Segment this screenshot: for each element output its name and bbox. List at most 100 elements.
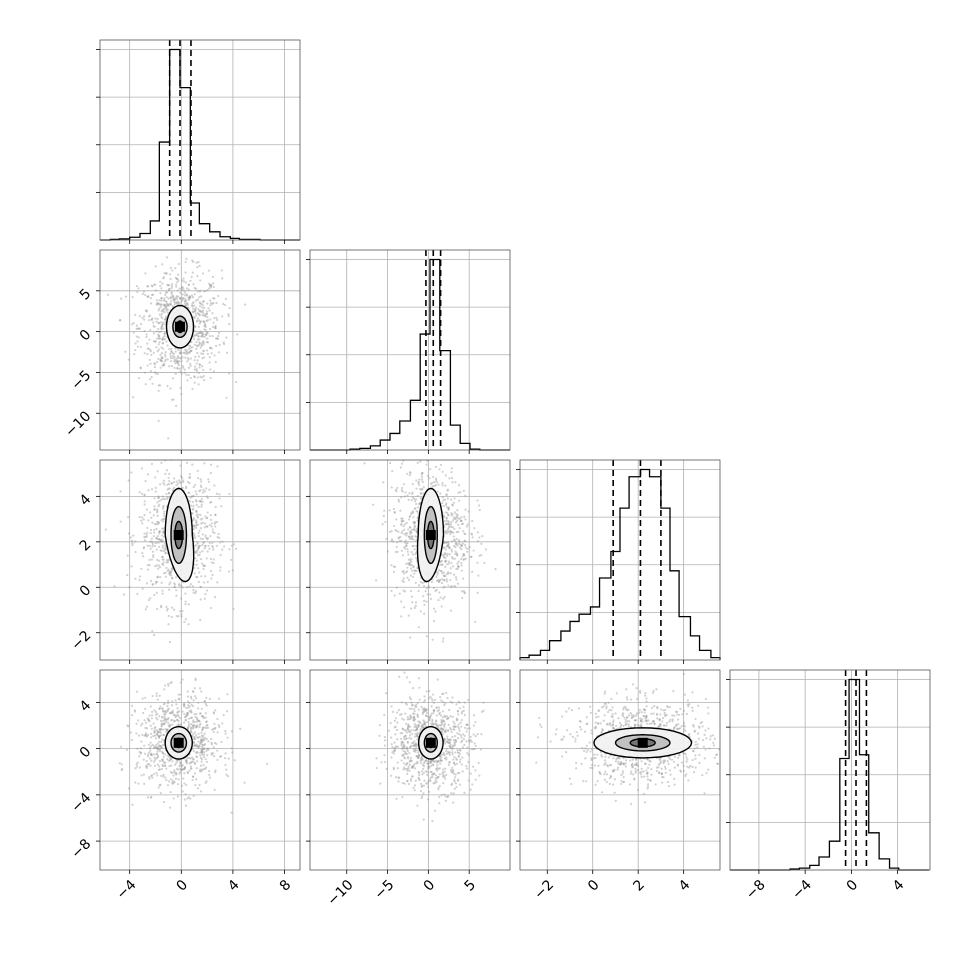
scatter-point xyxy=(162,773,165,776)
scatter-point xyxy=(441,502,444,505)
scatter-point xyxy=(183,766,187,769)
scatter-point xyxy=(201,332,204,335)
scatter-point xyxy=(204,564,207,567)
scatter-point xyxy=(157,545,161,548)
scatter-point xyxy=(415,754,418,758)
scatter-point xyxy=(201,521,204,524)
scatter-point xyxy=(175,576,178,579)
scatter-point xyxy=(153,747,156,750)
histogram-bin xyxy=(370,446,380,450)
scatter-point xyxy=(137,719,140,722)
scatter-point xyxy=(167,707,171,710)
scatter-point xyxy=(442,555,445,558)
scatter-point xyxy=(666,780,669,784)
scatter-point xyxy=(434,477,438,480)
scatter-point xyxy=(194,695,197,698)
histogram-bin xyxy=(859,755,868,870)
scatter-point xyxy=(174,771,177,774)
scatter-point xyxy=(402,525,405,528)
scatter-point xyxy=(152,535,155,538)
scatter-point xyxy=(134,540,137,543)
scatter-point xyxy=(401,740,404,743)
scatter-point xyxy=(198,720,201,723)
scatter-point xyxy=(392,524,396,528)
scatter-point xyxy=(162,550,165,553)
scatter-point xyxy=(160,540,163,543)
scatter-point xyxy=(171,567,174,570)
contour-line-3 xyxy=(174,737,184,749)
scatter-point xyxy=(150,795,153,799)
scatter-point xyxy=(203,526,206,529)
scatter-point xyxy=(438,784,441,788)
scatter-point xyxy=(146,796,150,799)
scatter-point xyxy=(449,746,453,749)
scatter-point xyxy=(193,731,197,734)
scatter-point xyxy=(400,600,403,603)
scatter-point xyxy=(414,742,418,745)
scatter-point xyxy=(409,715,412,718)
scatter-point xyxy=(177,356,180,359)
scatter-point xyxy=(221,548,224,551)
scatter-point xyxy=(447,521,450,524)
scatter-point xyxy=(205,704,208,707)
scatter-point xyxy=(164,711,167,714)
scatter-point xyxy=(165,605,168,608)
scatter-point xyxy=(203,378,206,382)
scatter-point xyxy=(429,597,433,600)
scatter-point xyxy=(435,723,438,727)
scatter-point xyxy=(415,535,418,538)
scatter-point xyxy=(205,749,208,753)
scatter-point xyxy=(434,779,437,782)
scatter-point xyxy=(135,763,138,766)
histogram-bin xyxy=(670,571,679,660)
scatter-point xyxy=(220,505,223,508)
scatter-point xyxy=(204,313,207,316)
scatter-point xyxy=(199,484,202,487)
scatter-point xyxy=(176,280,179,284)
scatter-point xyxy=(148,720,151,723)
scatter-point xyxy=(187,725,190,728)
scatter-point xyxy=(460,516,463,519)
scatter-point xyxy=(416,494,419,498)
scatter-point xyxy=(161,321,165,324)
scatter-point xyxy=(157,301,160,305)
scatter-point xyxy=(448,738,451,741)
scatter-point xyxy=(397,537,400,540)
scatter-point xyxy=(199,346,202,349)
axes-frame xyxy=(729,669,931,871)
scatter-point xyxy=(146,568,150,571)
contour-line-1 xyxy=(164,487,195,583)
scatter-point xyxy=(473,742,476,745)
scatter-point xyxy=(177,720,180,723)
scatter-point xyxy=(457,713,460,716)
scatter-point xyxy=(414,535,417,538)
scatter-point xyxy=(169,665,171,667)
scatter-point xyxy=(171,269,174,272)
scatter-point xyxy=(414,551,418,554)
scatter-point xyxy=(159,549,162,552)
scatter-point xyxy=(154,541,157,545)
scatter-point xyxy=(472,748,475,751)
scatter-point xyxy=(147,285,150,288)
scatter-point xyxy=(452,762,456,765)
scatter-point xyxy=(450,512,453,515)
scatter-point xyxy=(196,542,199,545)
scatter-point xyxy=(151,694,154,698)
scatter-point xyxy=(416,756,419,759)
scatter-point xyxy=(149,362,152,365)
scatter-point xyxy=(171,296,174,299)
scatter-point xyxy=(419,722,422,725)
scatter-point xyxy=(219,541,222,544)
scatter-point xyxy=(452,745,455,748)
scatter-point xyxy=(165,302,168,305)
scatter-point xyxy=(434,719,438,722)
scatter-point xyxy=(199,279,202,282)
scatter-point xyxy=(198,553,201,557)
scatter-point xyxy=(174,350,177,353)
scatter-point xyxy=(404,750,407,754)
scatter-point xyxy=(169,303,172,306)
scatter-point xyxy=(447,729,450,732)
scatter-point xyxy=(405,737,408,740)
scatter-point xyxy=(463,540,466,543)
scatter-point xyxy=(440,794,443,797)
